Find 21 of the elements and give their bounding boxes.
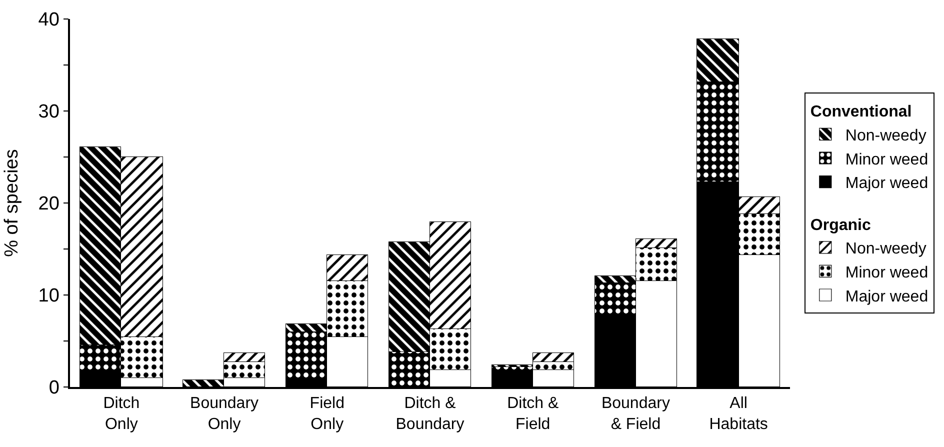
y-tick-label: 10 <box>38 286 60 307</box>
x-tick-label: Field Only <box>310 394 344 433</box>
legend-label: Major weed <box>845 175 928 192</box>
text: Non-weedy <box>845 127 926 144</box>
text: Minor weed <box>845 151 928 168</box>
y-tick-label: 0 <box>48 378 60 399</box>
legend-title: Conventional <box>810 104 912 121</box>
legend-title: Organic <box>810 216 871 234</box>
legend-label: Major weed <box>845 288 928 306</box>
x-tick-label: Boundary & Field <box>601 394 670 433</box>
y-tick-label: 20 <box>38 194 60 215</box>
x-tick-label: Ditch & Field <box>507 394 559 433</box>
text: Non-weedy <box>845 240 926 258</box>
x-tick-label: Ditch & Boundary <box>396 394 464 433</box>
x-tick-label: Ditch Only <box>103 394 140 433</box>
x-tick-label: Boundary Only <box>190 394 259 433</box>
text: Minor weed <box>845 264 928 282</box>
y-axis-title: % of species <box>2 149 23 257</box>
x-tick-label: All Habitats <box>709 394 768 433</box>
y-tick-label: 40 <box>38 10 60 31</box>
y-tick-label: 30 <box>38 102 60 123</box>
